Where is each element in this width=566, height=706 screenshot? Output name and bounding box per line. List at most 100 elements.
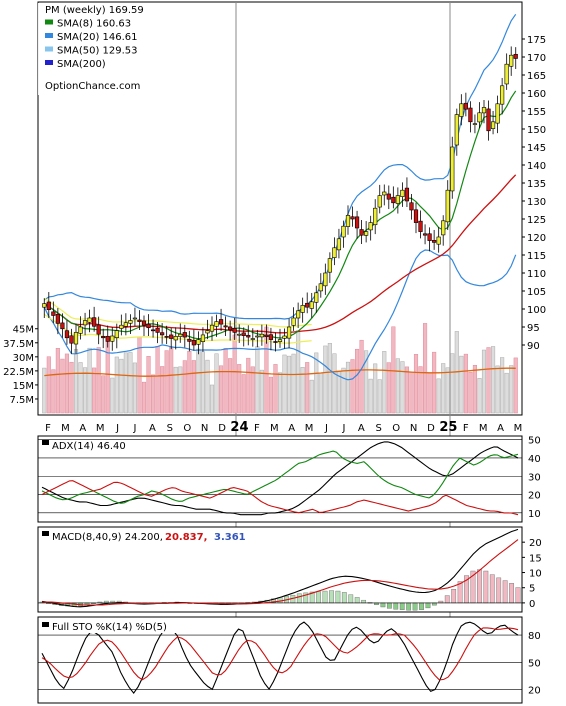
candle-body: [364, 231, 369, 236]
volume-bar: [432, 351, 437, 414]
volume-bar: [55, 348, 60, 414]
macd-histogram-bar: [509, 583, 514, 604]
volume-bar: [463, 353, 468, 414]
volume-bar: [105, 337, 110, 414]
legend-entry: SMA(50) 129.53: [57, 46, 138, 57]
candle-body: [46, 301, 51, 311]
volume-bar: [92, 367, 97, 414]
x-tick-label: M: [270, 423, 279, 434]
adx-tick-label: 20: [528, 491, 541, 502]
macd-histogram-bar: [316, 591, 321, 604]
macd-signal-value: 20.837,: [165, 532, 207, 543]
candle-body: [418, 220, 423, 232]
legend-background: [38, 3, 178, 95]
volume-bar: [491, 346, 496, 414]
volume-bar: [450, 353, 455, 414]
candle-body: [259, 333, 264, 338]
candle-body: [60, 322, 65, 330]
volume-bar: [282, 354, 287, 414]
volume-bar: [345, 361, 351, 414]
volume-bar: [509, 365, 514, 414]
macd-histogram-bar: [444, 595, 450, 604]
macd-histogram-bar: [489, 574, 495, 604]
candle-body: [78, 326, 83, 334]
price-tick-label: 175: [527, 35, 546, 46]
volume-bar: [300, 367, 305, 414]
volume-bar: [459, 355, 464, 414]
lower-band-line: [43, 249, 517, 381]
legend-swatch: [45, 60, 53, 65]
stochastic-panel: 80 50 20 Full STO %K(14) %D(5): [37, 616, 541, 704]
volume-bar: [132, 362, 137, 414]
price-tick-label: 160: [527, 89, 546, 100]
volume-bar: [504, 372, 509, 414]
candle-body: [169, 334, 174, 339]
candle-body: [472, 123, 478, 125]
volume-bar: [96, 347, 101, 414]
price-tick-label: 120: [527, 233, 546, 244]
price-tick-label: 95: [527, 323, 540, 334]
candle-body: [255, 335, 260, 338]
macd-histogram-bar: [296, 593, 302, 604]
volume-bar: [110, 377, 115, 414]
candle-body: [486, 108, 491, 132]
volume-bar: [73, 349, 79, 414]
volume-bar: [178, 366, 183, 414]
adx-tick-label: 10: [528, 509, 541, 520]
volume-bar: [355, 348, 360, 414]
candle-body: [200, 334, 206, 342]
volume-bar: [223, 348, 228, 414]
sto-tick-label: 80: [528, 631, 541, 642]
legend-swatch: [45, 33, 53, 38]
price-tick-label: 150: [527, 125, 546, 136]
volume-bar: [191, 360, 196, 414]
macd-histogram-bar: [451, 589, 457, 604]
volume-bar: [404, 366, 409, 414]
candle-body: [300, 305, 305, 313]
volume-tick-label: 45M: [13, 325, 34, 336]
macd-legend-swatch: [42, 531, 49, 536]
macd-histogram-bar: [406, 602, 412, 611]
sto-legend-text: Full STO %K(14) %D(5): [52, 622, 167, 633]
x-tick-label: N: [201, 423, 208, 434]
candle-body: [173, 336, 178, 341]
volume-average-line: [44, 367, 516, 377]
candle-body: [368, 222, 373, 231]
candle-body: [205, 330, 210, 334]
macd-histogram-bar: [386, 602, 392, 609]
volume-bar: [386, 362, 391, 414]
candle-body: [309, 301, 314, 309]
candle-body: [241, 332, 246, 336]
x-tick-label: A: [149, 423, 156, 434]
volume-bar: [173, 366, 178, 414]
candle-body: [391, 196, 396, 204]
volume-bar: [391, 326, 396, 414]
candle-body: [155, 327, 160, 333]
x-tick-label: J: [133, 423, 137, 434]
volume-bar: [332, 353, 337, 414]
volume-tick-label: 7.5M: [9, 395, 34, 406]
candle-body: [409, 202, 414, 211]
macd-histogram-bar: [419, 602, 424, 610]
candle-body: [110, 335, 115, 342]
candle-body: [500, 85, 505, 105]
sto-legend-swatch: [42, 622, 49, 627]
volume-bar: [214, 353, 219, 414]
volume-bar: [232, 334, 237, 414]
candle-body: [404, 187, 410, 202]
adx-series-di: [41, 480, 519, 516]
volume-bar: [128, 352, 133, 414]
macd-histogram-bar: [399, 602, 405, 610]
price-tick-label: 130: [527, 197, 546, 208]
macd-histogram-bar: [515, 587, 521, 604]
volume-bar: [495, 365, 500, 414]
volume-bar: [46, 356, 51, 414]
candle-body: [273, 341, 278, 343]
candle-body: [128, 320, 133, 324]
x-tick-label: D: [218, 423, 226, 434]
candle-body: [87, 317, 92, 323]
x-tick-label: F: [45, 423, 51, 434]
candle-body: [114, 330, 119, 338]
candle-body: [386, 193, 391, 200]
macd-histogram-bar: [354, 597, 360, 604]
